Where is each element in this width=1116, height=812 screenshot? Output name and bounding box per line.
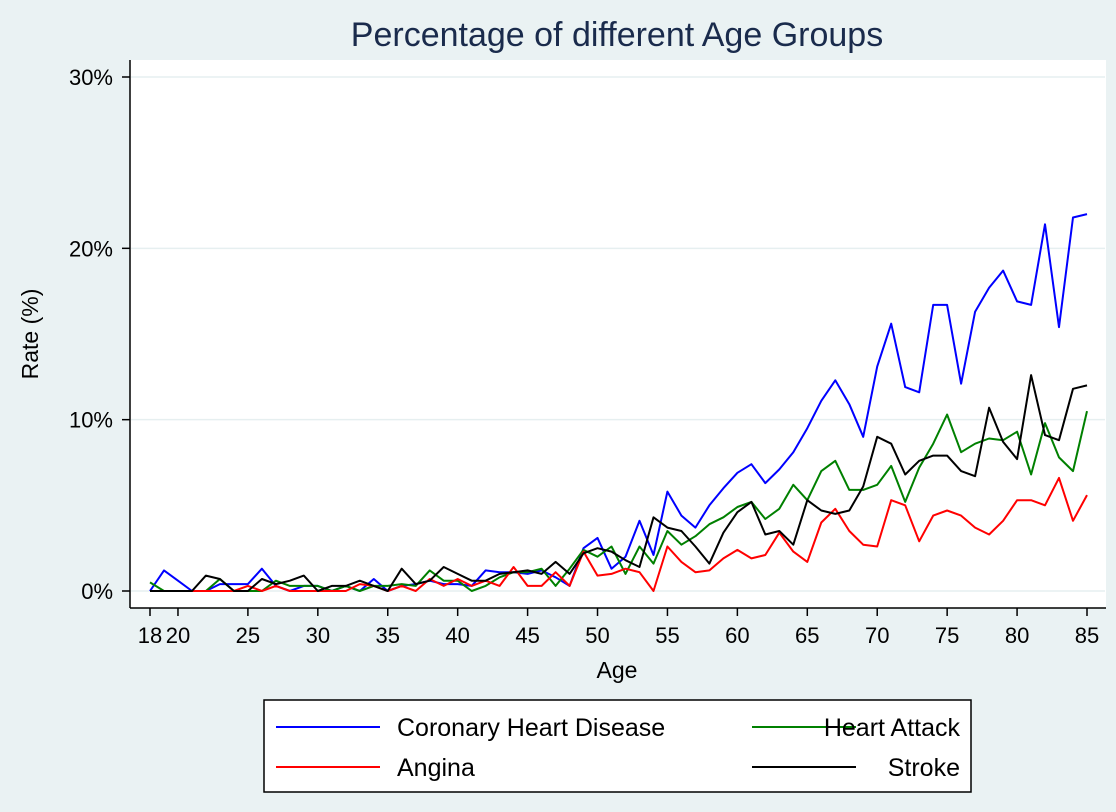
series-line	[150, 374, 1088, 592]
x-tick-label: 70	[865, 623, 889, 648]
x-tick-label: 30	[306, 623, 330, 648]
x-tick-label: 65	[795, 623, 819, 648]
x-tick-label: 18	[138, 623, 162, 648]
plot-area	[130, 60, 1106, 608]
y-tick-label: 20%	[69, 236, 113, 261]
x-tick-label: 50	[585, 623, 609, 648]
legend-box	[263, 699, 972, 793]
x-tick-label: 80	[1005, 623, 1029, 648]
x-tick-label: 55	[655, 623, 679, 648]
axes: 0% 10% 20% 30% 18 20 25 30 35 40 45 50 55 60 65 70 75 80 8…	[69, 60, 1106, 648]
legend-label: Heart Attack	[824, 714, 961, 742]
y-tick-label: 30%	[69, 65, 113, 90]
chart-title: Percentage of different Age Groups	[351, 16, 883, 54]
legend-label: Stroke	[888, 754, 960, 782]
y-axis-title: Rate (%)	[17, 289, 43, 380]
x-tick-label: 35	[376, 623, 400, 648]
legend-label: Angina	[397, 754, 475, 782]
series-line	[150, 476, 1088, 592]
series-lines	[149, 213, 1088, 592]
series-line	[149, 410, 1088, 592]
x-tick-label: 85	[1075, 623, 1099, 648]
y-tick-label: 0%	[81, 579, 113, 604]
x-tick-label: 45	[515, 623, 539, 648]
y-tick-label: 10%	[69, 408, 113, 433]
x-tick-label: 60	[725, 623, 749, 648]
x-tick-label: 20	[166, 623, 190, 648]
x-axis-title: Age	[597, 657, 638, 683]
x-tick-label: 25	[236, 623, 260, 648]
x-tick-label: 40	[445, 623, 469, 648]
legend: Coronary Heart Disease Heart Attack Angina…	[263, 699, 972, 793]
legend-label: Coronary Heart Disease	[397, 714, 665, 742]
x-tick-label: 75	[935, 623, 959, 648]
